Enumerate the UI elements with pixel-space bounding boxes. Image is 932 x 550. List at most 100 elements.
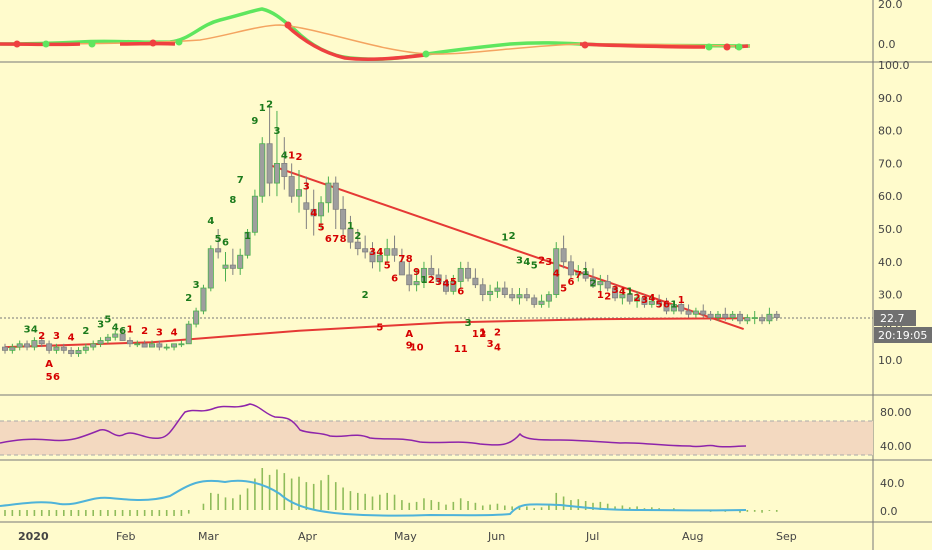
count-label: 11: [454, 344, 468, 355]
candle-body: [332, 182, 339, 210]
candle-body: [163, 346, 170, 349]
price-tick-label: 70.0: [878, 157, 903, 170]
descending-trendline: [269, 164, 745, 330]
count-label: 5: [46, 372, 53, 383]
macd-line: [0, 479, 747, 517]
candle-body: [714, 313, 721, 318]
candle-body: [531, 297, 538, 305]
candle-body: [494, 287, 501, 292]
count-label: 2: [354, 231, 361, 242]
candle-body: [545, 294, 552, 302]
candle-body: [97, 340, 104, 345]
count-label: 2: [479, 329, 486, 340]
count-label: 2: [494, 328, 501, 339]
count-label: 8: [340, 234, 347, 245]
count-label: 3: [465, 318, 472, 329]
count-label: 4: [553, 269, 560, 280]
candle-body: [442, 281, 449, 292]
candle-body: [759, 317, 766, 322]
candle-body: [656, 300, 663, 305]
candle-body: [384, 248, 391, 256]
x-label-may: May: [394, 530, 417, 543]
count-label: 4: [443, 278, 450, 289]
count-label: 4: [281, 150, 288, 161]
count-label: 2: [82, 326, 89, 337]
candle-body: [501, 287, 508, 296]
count-label: 2: [604, 292, 611, 303]
last-price-value: 22.7: [880, 312, 905, 325]
candle-body: [295, 189, 302, 197]
candle-body: [604, 281, 611, 289]
top-dot: [422, 50, 430, 58]
top-dot: [149, 39, 157, 47]
count-label: 5: [215, 234, 222, 245]
count-label: 7: [237, 175, 244, 186]
count-label: 4: [376, 247, 383, 258]
count-label: 7: [398, 254, 405, 265]
count-label: 2: [38, 331, 45, 342]
count-label: 2: [185, 293, 192, 304]
candle-body: [737, 313, 744, 322]
count-label: 2: [266, 100, 273, 111]
candle-body: [523, 294, 530, 299]
candle-body: [391, 248, 398, 256]
candle-body: [582, 271, 589, 279]
candle-body: [16, 343, 23, 348]
candle-body: [2, 346, 8, 351]
count-label: 7: [575, 270, 582, 281]
macd-tick-40: 40.0: [880, 477, 905, 490]
candle-body: [648, 300, 655, 305]
count-label: 2: [634, 293, 641, 304]
count-label: 6: [53, 372, 60, 383]
price-tick-label: 60.0: [878, 190, 903, 203]
count-label: 3: [303, 182, 310, 193]
candle-body: [193, 310, 200, 325]
count-label: 2: [141, 326, 148, 337]
count-label: 4: [207, 216, 214, 227]
price-panel: 10.020.030.040.050.060.070.080.090.0100.…: [0, 59, 932, 396]
candle-body: [413, 281, 420, 286]
candle-body: [619, 294, 626, 299]
price-tick-label: 90.0: [878, 92, 903, 105]
count-label: 4: [310, 208, 317, 219]
count-label: 6: [325, 234, 332, 245]
candle-body: [575, 271, 582, 276]
candle-body: [538, 300, 545, 305]
count-label: 4: [619, 287, 626, 298]
candle-body: [207, 248, 214, 289]
candle-body: [553, 248, 560, 295]
count-label: 4: [31, 324, 38, 335]
candle-body: [670, 304, 677, 312]
count-label: 5: [104, 314, 111, 325]
count-label: 1: [126, 324, 133, 335]
count-label: 6: [457, 287, 464, 298]
top-dot: [705, 43, 713, 51]
candle-body: [53, 346, 60, 351]
rsi-tick-80: 80.00: [880, 406, 912, 419]
candle-body: [266, 143, 273, 184]
candle-body: [200, 287, 207, 312]
count-label: 1: [597, 290, 604, 301]
count-label: 1: [347, 221, 354, 232]
count-label: 6: [391, 273, 398, 284]
candle-body: [428, 267, 435, 276]
candle-body: [325, 182, 332, 204]
candle-body: [457, 267, 464, 282]
candle-body: [141, 343, 148, 348]
candle-body: [281, 162, 288, 177]
candle-body: [134, 343, 141, 346]
candle-body: [626, 294, 633, 302]
count-label: 3: [516, 255, 523, 266]
count-label: 2: [296, 152, 303, 163]
macd-tick-0: 0.0: [880, 505, 898, 518]
time-axis: 2020 Feb Mar Apr May Jun Jul Aug Sep: [0, 521, 932, 543]
candle-body: [46, 343, 53, 351]
candle-body: [707, 313, 714, 318]
top-tick-20: 20.0: [878, 0, 903, 11]
count-label: 1: [626, 287, 633, 298]
candle-body: [60, 346, 67, 351]
candle-body: [178, 343, 185, 346]
rsi-panel: 80.00 40.00: [0, 403, 932, 461]
